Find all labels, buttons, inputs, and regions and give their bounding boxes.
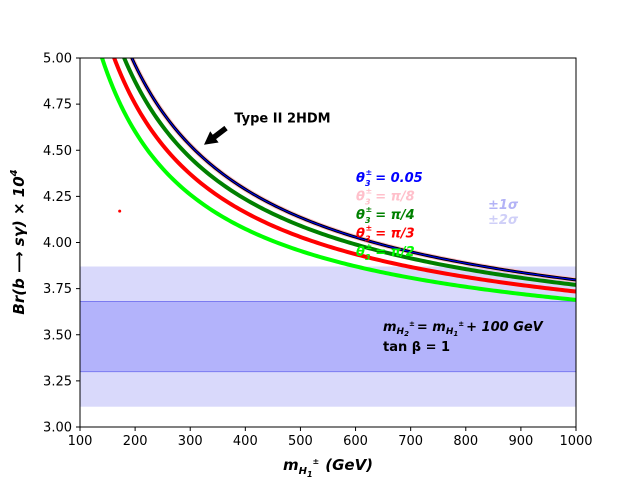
x-tick-label: 500	[288, 434, 313, 449]
x-tick-label: 800	[453, 434, 478, 449]
band-legend-entry: ±2σ	[488, 213, 519, 228]
y-tick-label: 3.75	[43, 282, 72, 297]
y-tick-label: 3.00	[43, 421, 72, 436]
tan-beta-label: tan β = 1	[383, 340, 450, 355]
y-tick-label: 3.25	[43, 374, 72, 389]
y-axis-ticks: 3.00 3.25 3.50 3.75 4.00 4.25 4.50 4.75 5.00	[43, 52, 80, 436]
y-tick-label: 4.75	[43, 98, 72, 113]
x-tick-label: 1000	[559, 434, 592, 449]
red-dot-marker	[118, 209, 122, 213]
x-axis-label: mH1± (GeV)	[283, 456, 373, 479]
mass-relation-label: mH2± = mH1± + 100 GeV	[383, 320, 544, 338]
band-legend: ±1σ±2σ	[488, 198, 519, 228]
x-tick-label: 200	[123, 434, 148, 449]
x-tick-label: 300	[178, 434, 203, 449]
x-tick-label: 100	[68, 434, 93, 449]
x-axis-ticks: 100 200 300 400 500 600 700 800 900 1000	[68, 427, 593, 449]
band-one-sigma	[80, 301, 576, 372]
x-tick-label: 700	[398, 434, 423, 449]
x-tick-label: 400	[233, 434, 258, 449]
y-axis-label: Br(b ⟶ sγ) × 104	[9, 169, 28, 314]
y-tick-label: 4.50	[43, 144, 72, 159]
curve-2	[122, 58, 576, 287]
legend-entry: θ3± = 0.05	[356, 168, 423, 188]
legend-entry: θ3± = π/4	[356, 205, 415, 225]
curve-0	[99, 58, 576, 302]
legend-entry: θ3± = π/2	[356, 242, 415, 262]
legend-entry: θ3± = π/8	[356, 187, 415, 207]
y-tick-label: 5.00	[43, 52, 72, 67]
y-tick-label: 4.00	[43, 236, 72, 251]
y-tick-label: 4.25	[43, 190, 72, 205]
y-tick-label: 3.50	[43, 328, 72, 343]
legend-entry: θ3± = π/3	[356, 224, 415, 244]
curves	[99, 58, 576, 302]
curve-1	[112, 58, 576, 294]
type2-arrow	[204, 125, 228, 145]
band-legend-entry: ±1σ	[488, 198, 519, 213]
type2-label: Type II 2HDM	[234, 112, 330, 127]
x-tick-label: 900	[508, 434, 533, 449]
curve-5	[131, 58, 576, 281]
sigma-bands	[80, 266, 576, 407]
type2-annotation: Type II 2HDM	[204, 112, 331, 145]
x-tick-label: 600	[343, 434, 368, 449]
